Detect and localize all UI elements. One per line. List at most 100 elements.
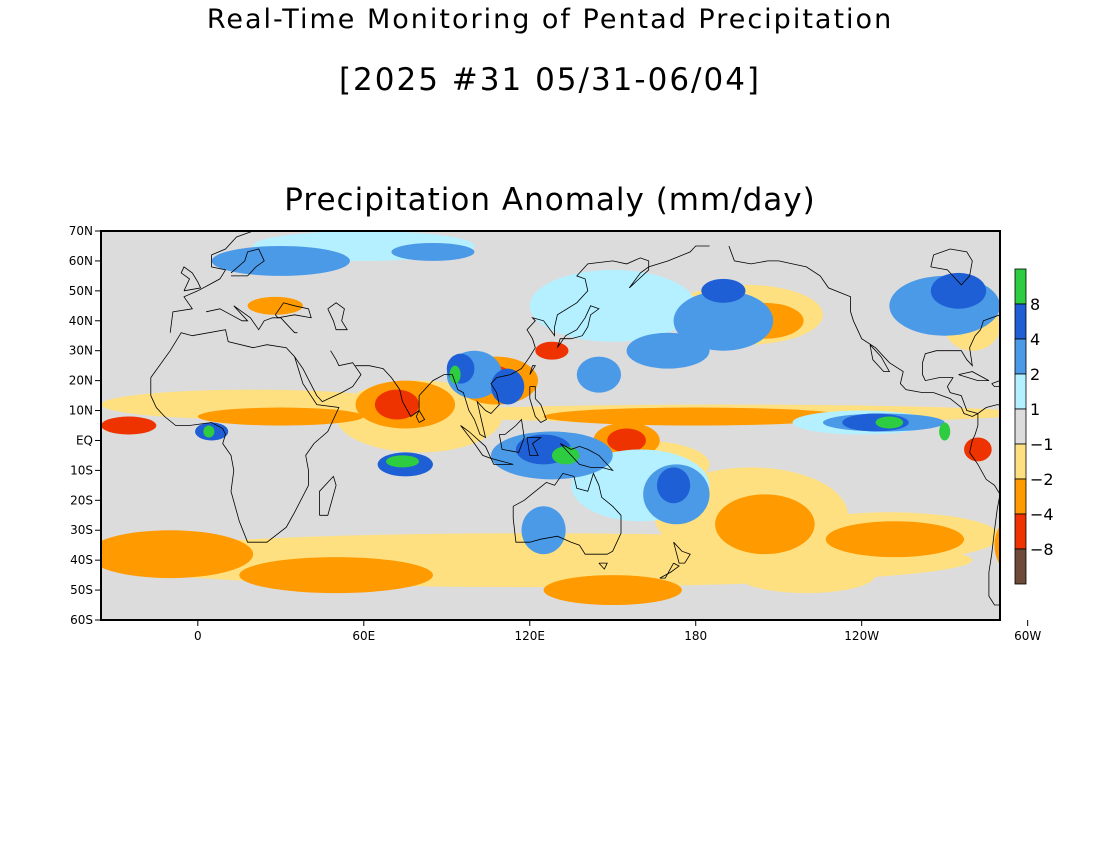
coastline-greenland <box>1028 231 1078 261</box>
anomaly-patch <box>247 296 303 315</box>
anomaly-patch <box>994 525 1000 566</box>
anomaly-patch <box>939 422 951 441</box>
map-panel: 70N 60N 50N 40N 30N 20N 10N EQ 10S 20S 30S 40S 50S 60… <box>69 224 1096 643</box>
coastline-australia <box>512 472 622 555</box>
lon-tick-label: 180 <box>684 629 707 643</box>
lat-tick-label: 60N <box>69 254 93 268</box>
anomaly-patch <box>607 428 646 453</box>
pentad-date-range: [2025 #31 05/31-06/04] <box>338 62 762 98</box>
coastline-taiwan <box>529 365 537 375</box>
lat-tick-label: 30N <box>69 344 93 358</box>
lat-tick-label: 60S <box>70 613 93 627</box>
coastline-arabia <box>294 350 362 403</box>
anomaly-patch <box>1041 306 1096 336</box>
colorbar-swatch <box>1014 408 1027 445</box>
lon-tick-label: 60W <box>1014 629 1041 643</box>
anomaly-patch <box>491 368 525 405</box>
coastlines <box>150 231 1078 606</box>
coastline-philippines <box>529 386 547 423</box>
lat-tick-label: 70N <box>69 224 93 238</box>
panel-title: Precipitation Anomaly (mm/day) <box>284 182 816 218</box>
coastline-uk <box>180 266 202 292</box>
coastline-south-asia <box>355 245 710 439</box>
coastline-java <box>490 458 514 465</box>
anomaly-patch <box>551 446 580 465</box>
colorbar-legend: 8 4 2 1 −1 −2 −4 −8 <box>1014 268 1054 585</box>
coastline-caspian <box>327 302 348 331</box>
anomaly-patch <box>211 245 350 276</box>
lat-tick-label: 40N <box>69 314 93 328</box>
coastline-hudson-bay <box>930 248 973 286</box>
colorbar-swatch <box>1014 373 1027 410</box>
lon-tick-label: 60E <box>352 629 375 643</box>
colorbar-swatch <box>1014 338 1027 375</box>
colorbar-label: 1 <box>1030 400 1040 419</box>
anomaly-patch <box>101 416 157 435</box>
anomaly-patch <box>391 242 475 261</box>
lat-tick-label: 20S <box>70 493 93 507</box>
colorbar-label: 2 <box>1030 365 1040 384</box>
anomaly-patch <box>701 278 746 303</box>
anomaly-patch <box>673 290 774 351</box>
coastline-europe <box>169 231 281 333</box>
colorbar-label: −4 <box>1030 505 1054 524</box>
anomaly-patch <box>529 269 696 342</box>
anomaly-patch <box>239 557 433 594</box>
anomaly-patch <box>964 437 992 462</box>
colorbar-swatch <box>1014 443 1027 480</box>
coastline-north-america-west <box>728 245 979 417</box>
coastline-south-america <box>969 404 1000 606</box>
anomaly-patch <box>715 494 815 555</box>
coastline-black-sea <box>274 302 312 319</box>
colorbar-swatch <box>1014 478 1027 515</box>
anomaly-shading <box>101 231 1096 606</box>
colorbar-label: 8 <box>1030 295 1040 314</box>
colorbar-label: −2 <box>1030 470 1054 489</box>
coastline-madagascar <box>319 475 337 516</box>
lat-tick-label: 10N <box>69 404 93 418</box>
anomaly-patch <box>203 425 215 438</box>
lon-tick-label: 0 <box>194 629 202 643</box>
lat-tick-label: EQ <box>76 433 93 447</box>
anomaly-patch <box>930 272 987 309</box>
lon-tick-label: 120W <box>844 629 879 643</box>
coastline-new-zealand <box>673 541 691 564</box>
coastline-japan <box>557 305 600 348</box>
coastline-tasmania <box>598 562 608 570</box>
coastline-new-guinea <box>559 443 614 472</box>
main-title: Real-Time Monitoring of Pentad Precipita… <box>206 4 894 35</box>
map-frame <box>100 230 1001 621</box>
lat-tick-label: 50S <box>70 583 93 597</box>
anomaly-patch <box>656 467 691 504</box>
coastline-cuba <box>958 371 990 381</box>
anomaly-patch <box>449 365 461 384</box>
anomaly-patch <box>521 506 566 555</box>
latitude-axis: 70N 60N 50N 40N 30N 20N 10N EQ 10S 20S 30S 40S 50S 60… <box>69 224 101 627</box>
anomaly-patch <box>197 407 364 426</box>
lat-tick-label: 10S <box>70 463 93 477</box>
lat-tick-label: 20N <box>69 374 93 388</box>
coastline-borneo <box>498 418 525 453</box>
anomaly-patch <box>101 530 254 579</box>
colorbar-swatch <box>1014 303 1027 340</box>
coastline-sulawesi <box>526 437 543 456</box>
anomaly-patch <box>626 332 710 369</box>
coastline-baja <box>869 344 891 372</box>
lat-tick-label: 50N <box>69 284 93 298</box>
anomaly-patch <box>576 356 622 393</box>
coastline-new-zealand-south <box>659 562 680 579</box>
coastline-baltic <box>230 248 265 277</box>
anomaly-patch <box>737 557 876 594</box>
coastline-north-america-east <box>922 266 1000 414</box>
anomaly-patch <box>825 521 965 558</box>
colorbar-label: −1 <box>1030 435 1054 454</box>
colorbar-swatch <box>1014 513 1027 550</box>
colorbar-swatch <box>1014 548 1027 585</box>
anomaly-patch <box>875 416 904 429</box>
anomaly-patch <box>543 407 848 426</box>
anomaly-patch <box>535 341 569 360</box>
colorbar-label: 4 <box>1030 330 1040 349</box>
coastline-sri-lanka <box>415 409 426 423</box>
colorbar-swatch <box>1014 268 1027 305</box>
coastline-africa <box>150 329 340 543</box>
